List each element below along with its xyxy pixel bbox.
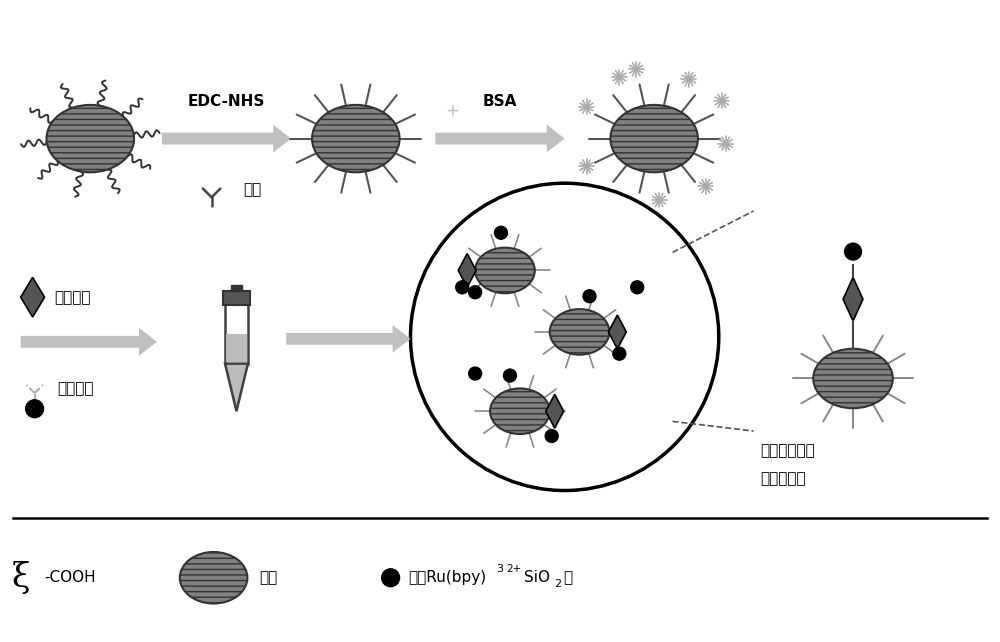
- Circle shape: [545, 429, 558, 442]
- Text: ξ: ξ: [11, 561, 30, 594]
- Circle shape: [382, 569, 400, 587]
- Text: 钒标二抗: 钒标二抗: [57, 381, 94, 396]
- Circle shape: [845, 243, 861, 260]
- Text: 微珠: 微珠: [259, 570, 278, 586]
- Text: 球: 球: [564, 570, 573, 586]
- Text: SiO: SiO: [524, 570, 550, 586]
- Polygon shape: [458, 254, 476, 287]
- Text: -COOH: -COOH: [45, 570, 96, 586]
- Polygon shape: [843, 277, 863, 321]
- Circle shape: [631, 281, 644, 294]
- Text: 一抗: 一抗: [243, 182, 262, 198]
- Circle shape: [583, 290, 596, 302]
- Circle shape: [456, 281, 469, 294]
- Ellipse shape: [550, 309, 609, 355]
- FancyArrow shape: [286, 325, 411, 352]
- Polygon shape: [608, 315, 626, 349]
- Text: 负载Ru(bpy): 负载Ru(bpy): [409, 570, 487, 586]
- Ellipse shape: [610, 105, 698, 172]
- Circle shape: [469, 286, 482, 299]
- Circle shape: [469, 367, 482, 380]
- Polygon shape: [225, 363, 248, 412]
- Bar: [226, 334, 247, 361]
- Polygon shape: [21, 277, 45, 317]
- Text: EDC-NHS: EDC-NHS: [188, 94, 265, 109]
- Ellipse shape: [475, 248, 535, 293]
- Circle shape: [613, 347, 626, 360]
- Text: 3: 3: [496, 564, 503, 575]
- Text: 物修饰微珠: 物修饰微珠: [761, 471, 806, 486]
- FancyArrow shape: [21, 328, 157, 356]
- Text: 2: 2: [554, 579, 561, 589]
- Circle shape: [26, 400, 44, 418]
- Text: BSA: BSA: [483, 94, 517, 109]
- Circle shape: [411, 183, 719, 490]
- Polygon shape: [546, 394, 564, 428]
- FancyArrow shape: [435, 125, 565, 152]
- Ellipse shape: [47, 105, 134, 172]
- FancyBboxPatch shape: [225, 304, 248, 363]
- Text: 待测蛋白: 待测蛋白: [54, 290, 91, 305]
- Ellipse shape: [490, 388, 550, 434]
- FancyBboxPatch shape: [231, 285, 242, 291]
- Text: 单个免疫复合: 单个免疫复合: [761, 444, 815, 458]
- Ellipse shape: [180, 552, 247, 603]
- Text: 2+: 2+: [506, 564, 521, 575]
- Ellipse shape: [813, 349, 893, 408]
- FancyArrow shape: [162, 125, 291, 152]
- Text: +: +: [445, 102, 459, 120]
- Ellipse shape: [312, 105, 400, 172]
- FancyBboxPatch shape: [223, 291, 250, 305]
- Circle shape: [503, 369, 516, 382]
- Circle shape: [495, 227, 507, 239]
